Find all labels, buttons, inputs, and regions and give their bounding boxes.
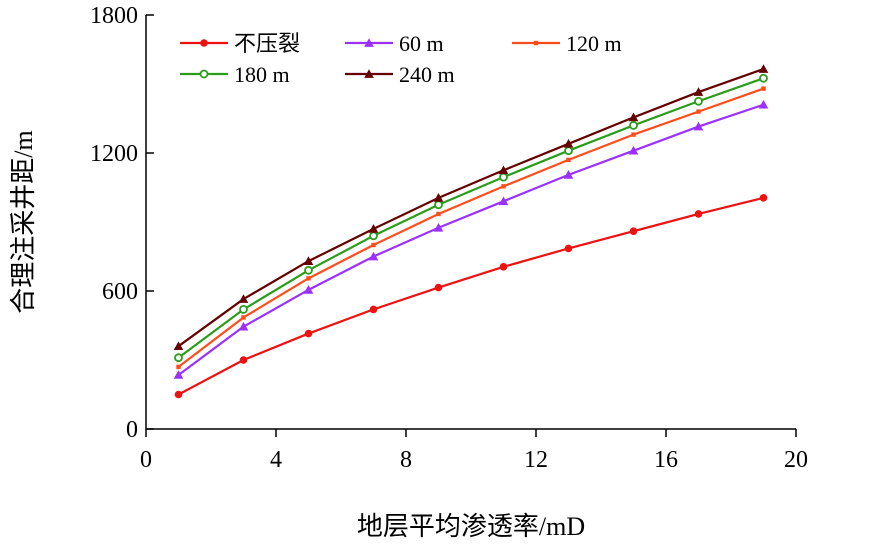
data-point: [693, 87, 704, 96]
x-tick-label: 4: [270, 447, 282, 473]
x-tick-label: 12: [524, 447, 548, 473]
x-axis-title: 地层平均渗透率/mD: [357, 512, 585, 541]
x-tick-label: 20: [784, 447, 808, 473]
data-point: [176, 364, 181, 370]
y-tick-label: 0: [126, 417, 138, 443]
y-axis-title: 合理注采井距/m: [9, 130, 38, 313]
data-point: [498, 196, 509, 206]
data-point: [304, 329, 313, 338]
data-point: [694, 96, 703, 106]
series-1: [173, 99, 769, 379]
legend-item: 180 m: [180, 62, 290, 87]
data-point: [693, 121, 704, 131]
data-point: [564, 146, 573, 156]
data-point: [761, 86, 766, 91]
data-point: [239, 356, 248, 364]
data-point: [696, 109, 701, 114]
y-tick-label: 1800: [90, 3, 138, 29]
data-point: [369, 231, 378, 241]
data-point: [499, 263, 508, 271]
x-tick-label: 8: [400, 447, 412, 473]
data-point: [303, 285, 314, 294]
series-line: [177, 77, 764, 359]
legend-label: 240 m: [399, 62, 455, 87]
data-point: [631, 132, 636, 137]
series-layer: [173, 64, 769, 399]
legend: 不压裂 60 m 120 m 180 m 240 m: [180, 31, 622, 87]
legend-swatch-marker: [533, 40, 539, 46]
data-point: [433, 193, 444, 202]
y-ticks: 0 600 1200 1800: [90, 3, 154, 443]
data-point: [369, 305, 378, 314]
legend-label: 180 m: [234, 62, 290, 87]
series-2: [176, 86, 766, 370]
data-point: [303, 256, 314, 265]
data-point: [368, 224, 379, 233]
legend-label: 60 m: [399, 31, 444, 56]
data-point: [173, 370, 184, 379]
data-point: [566, 157, 571, 163]
data-point: [434, 283, 443, 292]
data-point: [759, 194, 768, 202]
legend-item: 不压裂: [180, 31, 300, 56]
data-point: [498, 165, 509, 175]
y-tick-label: 600: [102, 279, 138, 305]
legend-label: 120 m: [566, 31, 622, 56]
data-point: [174, 353, 183, 363]
data-point: [499, 172, 508, 182]
series-line: [177, 68, 764, 348]
legend-swatch-marker: [199, 69, 209, 79]
legend-swatch-marker: [200, 39, 208, 47]
data-point: [759, 73, 768, 83]
data-point: [629, 121, 638, 130]
series-line: [177, 87, 764, 368]
data-point: [564, 244, 573, 253]
data-point: [304, 265, 313, 275]
data-point: [563, 139, 574, 148]
legend-item: 120 m: [512, 31, 622, 56]
x-tick-label: 16: [654, 447, 678, 473]
legend-item: 240 m: [345, 62, 455, 87]
series-line: [177, 196, 764, 396]
data-point: [368, 251, 379, 261]
series-3: [174, 73, 768, 363]
data-point: [563, 170, 574, 179]
data-point: [174, 390, 183, 399]
legend-item: 60 m: [345, 31, 444, 56]
x-tick-label: 0: [140, 447, 152, 473]
data-point: [238, 294, 249, 303]
data-point: [371, 242, 376, 248]
data-point: [501, 184, 506, 189]
y-tick-label: 1200: [90, 141, 138, 167]
data-point: [629, 227, 638, 235]
data-point: [758, 64, 769, 73]
data-point: [433, 222, 444, 232]
data-point: [758, 99, 769, 109]
data-point: [306, 276, 311, 281]
series-4: [173, 64, 769, 351]
data-point: [628, 145, 639, 155]
data-point: [628, 112, 639, 122]
data-point: [239, 304, 248, 314]
data-point: [436, 211, 441, 217]
legend-swatch-marker: [364, 38, 374, 47]
series-0: [174, 194, 768, 399]
legend-swatch-marker: [364, 69, 374, 78]
plot-area: [145, 15, 796, 430]
legend-label: 不压裂: [234, 31, 300, 56]
series-line: [177, 103, 764, 376]
data-point: [241, 315, 246, 320]
data-point: [434, 200, 443, 210]
data-point: [173, 341, 184, 351]
data-point: [238, 321, 249, 331]
data-point: [694, 210, 703, 218]
x-ticks: 0 4 8 12 16 20: [140, 429, 808, 473]
